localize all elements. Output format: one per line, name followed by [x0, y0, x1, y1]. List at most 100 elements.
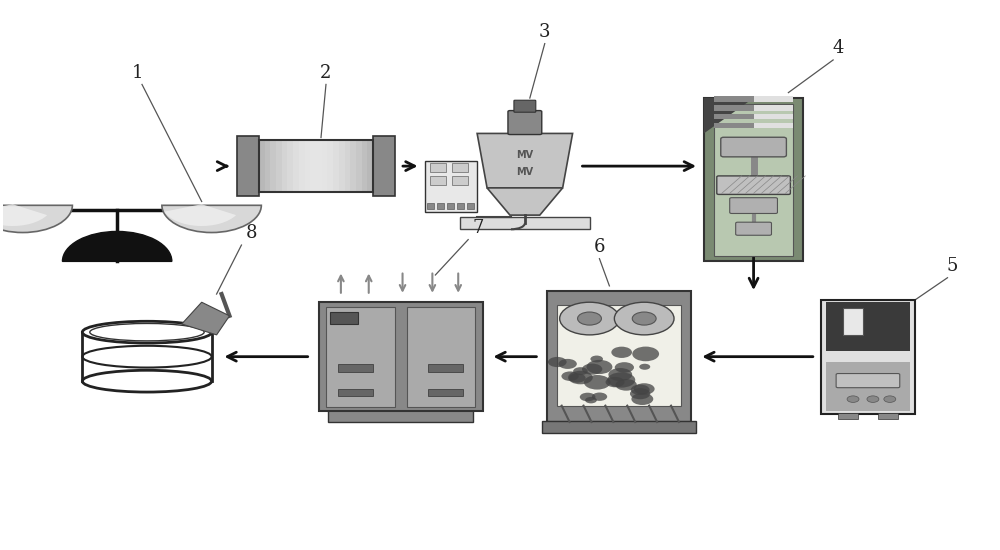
Bar	[373, 136, 395, 196]
Circle shape	[608, 368, 632, 381]
Polygon shape	[182, 302, 230, 335]
Bar	[425, 161, 477, 212]
Bar	[467, 203, 474, 208]
Bar	[826, 362, 910, 411]
Circle shape	[561, 371, 579, 381]
Bar	[338, 389, 373, 397]
FancyBboxPatch shape	[717, 176, 790, 194]
Bar	[843, 307, 863, 335]
Circle shape	[614, 302, 674, 335]
Polygon shape	[477, 134, 573, 188]
Bar	[356, 140, 363, 192]
Bar	[557, 305, 681, 406]
Circle shape	[630, 388, 650, 399]
Bar	[322, 140, 328, 192]
Bar	[542, 421, 696, 433]
Ellipse shape	[90, 323, 204, 341]
Text: 7: 7	[472, 219, 484, 237]
FancyBboxPatch shape	[508, 111, 542, 135]
Text: 5: 5	[947, 257, 958, 275]
Bar	[310, 140, 317, 192]
Bar	[714, 114, 754, 119]
Bar	[316, 140, 323, 192]
Bar	[339, 140, 346, 192]
Circle shape	[639, 364, 650, 370]
Bar	[460, 217, 590, 229]
Circle shape	[558, 359, 577, 369]
Circle shape	[632, 312, 656, 325]
Polygon shape	[487, 188, 563, 215]
Text: 3: 3	[539, 23, 551, 41]
Circle shape	[867, 396, 879, 403]
Bar	[367, 140, 374, 192]
Ellipse shape	[82, 370, 212, 392]
Bar	[333, 140, 340, 192]
Polygon shape	[704, 98, 754, 134]
FancyBboxPatch shape	[721, 138, 786, 157]
Bar	[327, 140, 334, 192]
Bar	[270, 140, 277, 192]
Text: MV: MV	[516, 167, 533, 177]
FancyBboxPatch shape	[836, 373, 900, 388]
Bar	[276, 140, 283, 192]
Circle shape	[573, 367, 588, 375]
Bar	[326, 306, 395, 407]
Circle shape	[607, 372, 635, 388]
Circle shape	[592, 393, 607, 401]
Bar	[338, 364, 373, 372]
Text: 6: 6	[594, 238, 605, 256]
Bar	[305, 140, 311, 192]
Circle shape	[560, 302, 619, 335]
Circle shape	[568, 371, 593, 384]
Bar	[299, 140, 306, 192]
Bar	[838, 412, 858, 419]
Bar	[452, 177, 468, 185]
Wedge shape	[162, 205, 261, 233]
Bar	[754, 105, 793, 111]
Bar	[826, 302, 910, 351]
Bar	[457, 203, 464, 208]
FancyBboxPatch shape	[514, 100, 536, 112]
Circle shape	[586, 360, 612, 374]
Bar	[437, 203, 444, 208]
Bar	[754, 123, 793, 128]
Bar	[293, 140, 300, 192]
Circle shape	[615, 379, 637, 390]
Circle shape	[606, 377, 625, 387]
Bar	[447, 203, 454, 208]
Text: MV: MV	[516, 150, 533, 160]
Bar	[319, 302, 483, 411]
Bar	[237, 136, 259, 196]
Bar	[878, 412, 898, 419]
Bar	[821, 300, 915, 414]
Bar	[330, 312, 358, 324]
Bar	[265, 140, 271, 192]
Bar	[345, 140, 351, 192]
Bar	[754, 114, 793, 119]
Circle shape	[584, 375, 611, 389]
Bar	[547, 292, 691, 422]
Circle shape	[615, 362, 634, 373]
Bar	[714, 96, 754, 102]
Text: 2: 2	[320, 64, 332, 82]
Bar	[287, 140, 294, 192]
Bar	[714, 103, 793, 256]
Circle shape	[578, 312, 601, 325]
Bar	[428, 364, 463, 372]
Wedge shape	[0, 205, 72, 233]
FancyBboxPatch shape	[730, 197, 777, 213]
Bar	[282, 140, 288, 192]
Text: 1: 1	[131, 64, 143, 82]
Circle shape	[611, 346, 632, 358]
Bar	[362, 140, 368, 192]
Bar	[704, 98, 803, 261]
Bar	[714, 123, 754, 128]
Circle shape	[631, 384, 650, 395]
Bar	[428, 389, 463, 397]
Bar	[714, 105, 754, 111]
Circle shape	[582, 364, 602, 375]
Bar	[430, 177, 446, 185]
Circle shape	[632, 346, 659, 361]
Ellipse shape	[82, 321, 212, 343]
Text: 4: 4	[832, 39, 844, 57]
